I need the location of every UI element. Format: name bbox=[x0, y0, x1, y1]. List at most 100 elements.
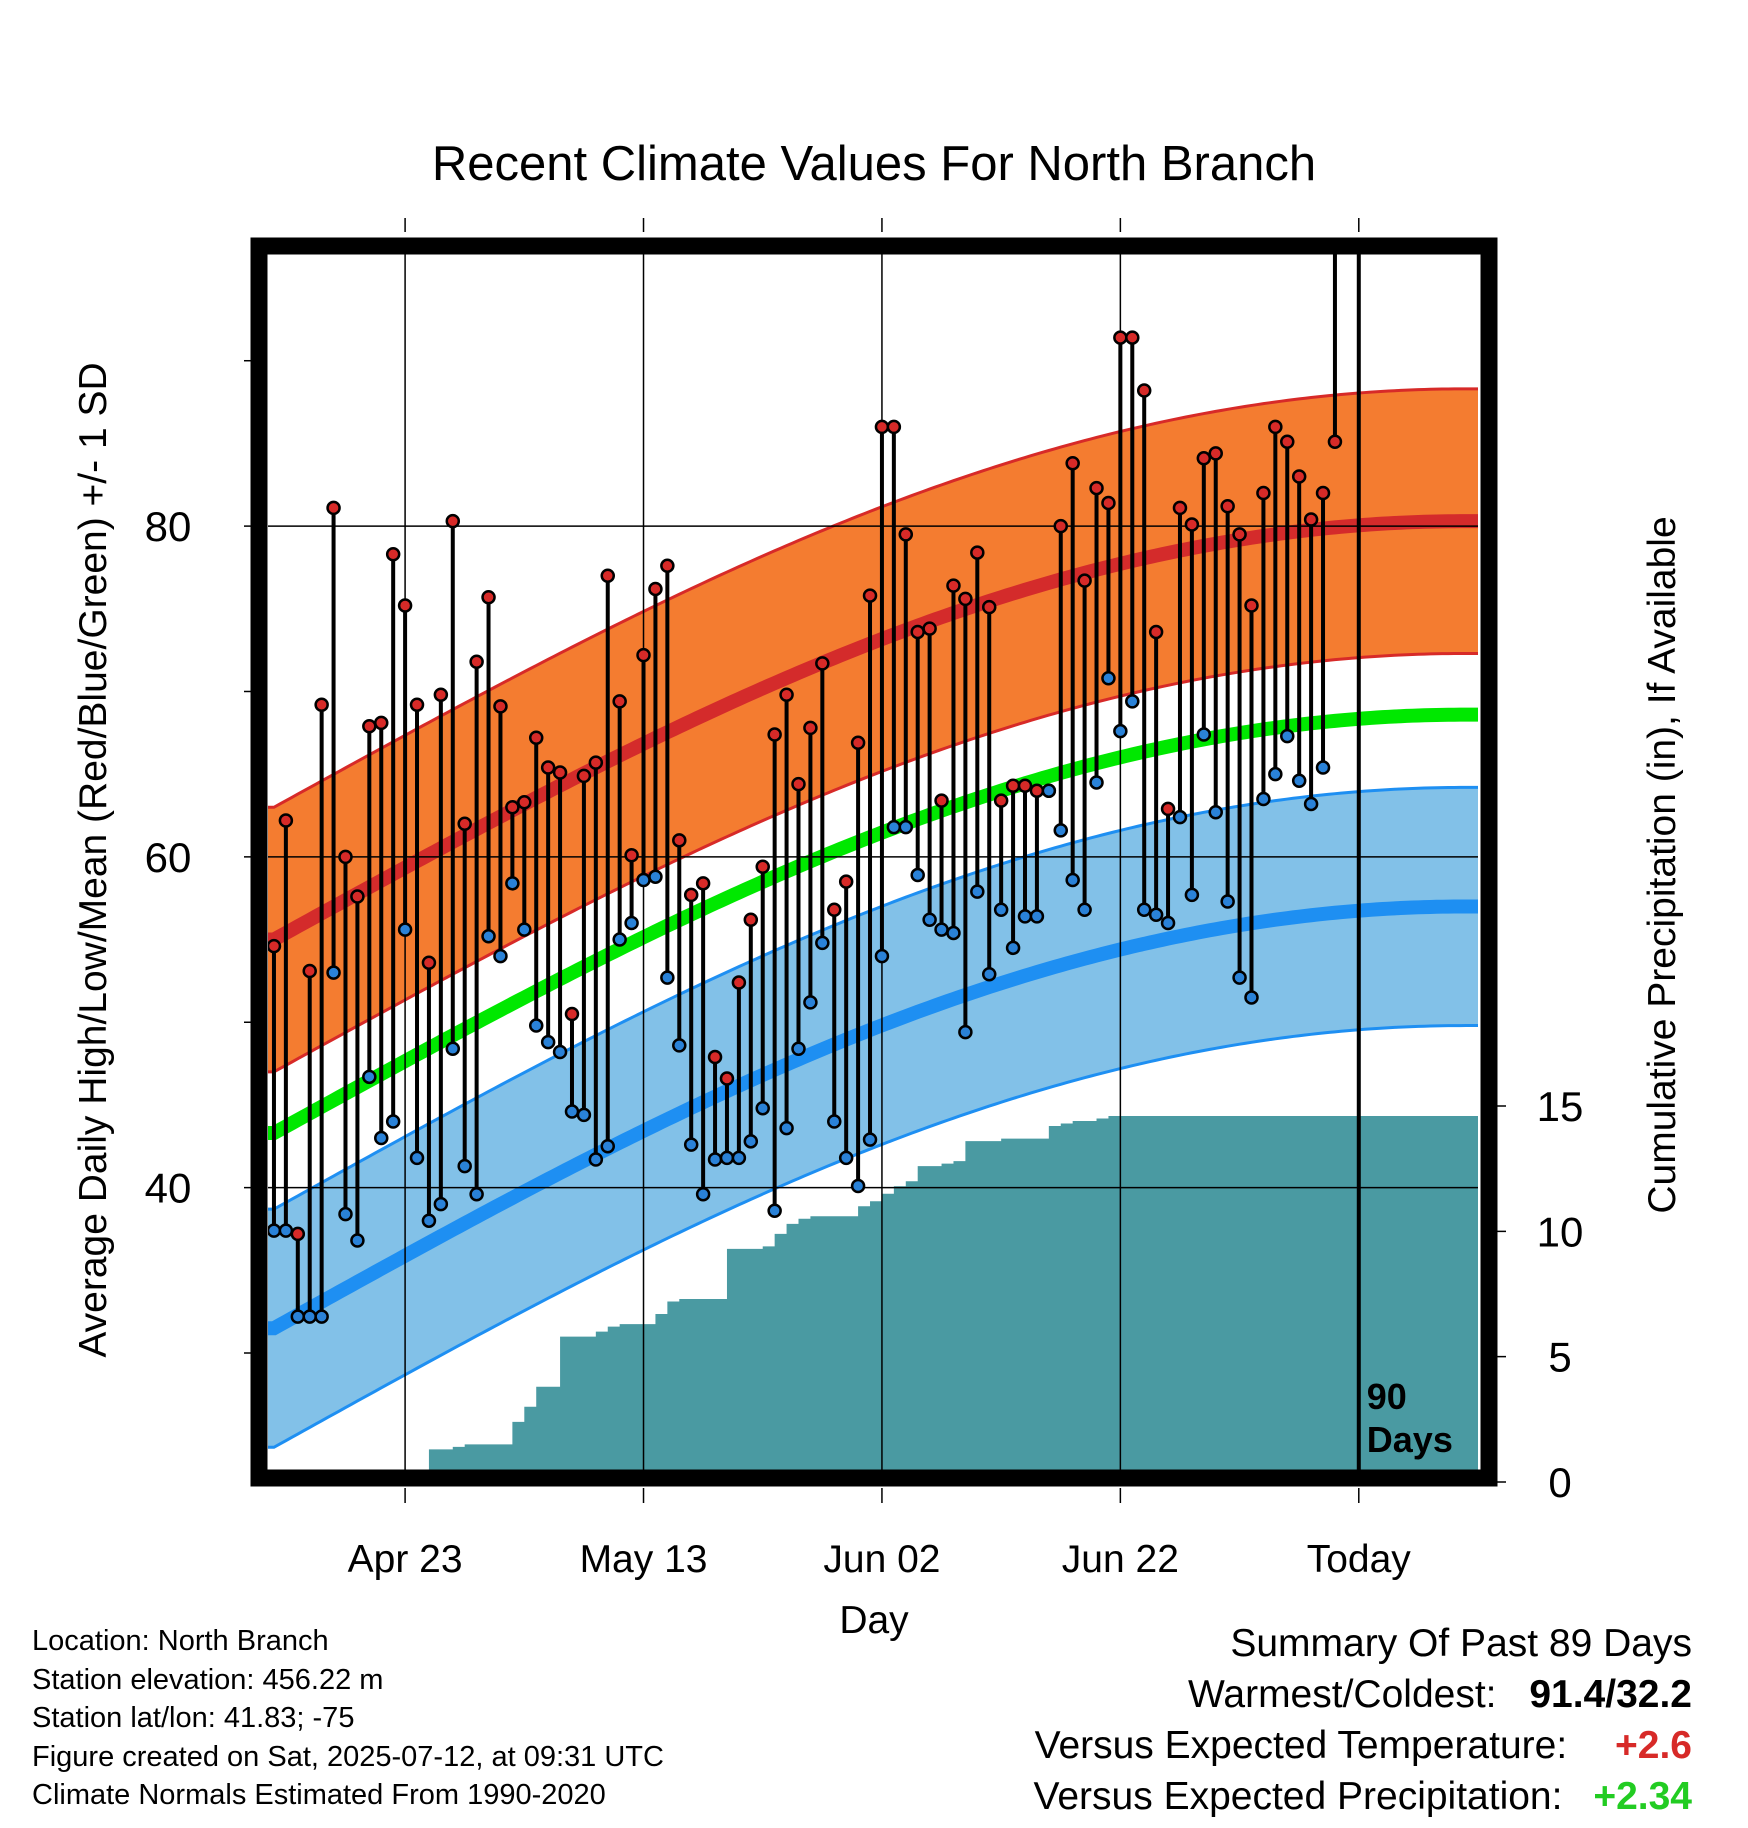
low-point bbox=[1256, 791, 1271, 807]
high-point bbox=[493, 699, 508, 714]
low-point bbox=[1208, 804, 1223, 820]
x-tick-label: Today bbox=[1307, 1538, 1412, 1581]
low-point bbox=[838, 1150, 854, 1166]
low-point bbox=[588, 1152, 604, 1167]
low-point bbox=[970, 884, 985, 899]
high-point bbox=[278, 813, 294, 828]
low-point bbox=[1041, 783, 1057, 798]
high-point bbox=[993, 793, 1009, 808]
high-point bbox=[803, 720, 818, 736]
low-point bbox=[1291, 773, 1307, 789]
high-point bbox=[1327, 434, 1343, 450]
low-point bbox=[683, 1137, 699, 1152]
low-point bbox=[1196, 727, 1212, 742]
plot-area: 90 Days bbox=[268, 240, 1478, 1482]
high-point bbox=[862, 588, 878, 603]
low-point bbox=[862, 1132, 878, 1147]
low-point bbox=[803, 995, 818, 1010]
high-point bbox=[1172, 500, 1188, 516]
high-point bbox=[433, 687, 449, 703]
low-point bbox=[350, 1233, 365, 1248]
high-point bbox=[1184, 517, 1200, 532]
high-point bbox=[838, 874, 854, 889]
low-point bbox=[743, 1134, 759, 1149]
low-point bbox=[409, 1150, 425, 1166]
low-point bbox=[278, 1223, 294, 1238]
high-point bbox=[350, 889, 365, 904]
normals-text: Climate Normals Estimated From 1990-2020 bbox=[32, 1779, 606, 1811]
high-point bbox=[922, 621, 937, 636]
high-point bbox=[1232, 527, 1247, 542]
high-point bbox=[576, 768, 592, 784]
low-point bbox=[827, 1114, 842, 1129]
low-point bbox=[767, 1203, 782, 1219]
low-point bbox=[1232, 970, 1247, 985]
low-point bbox=[374, 1130, 389, 1146]
high-point bbox=[850, 735, 866, 751]
high-point bbox=[1089, 480, 1104, 496]
y-left-tick-label: 80 bbox=[145, 503, 192, 550]
chart-title: Recent Climate Values For North Branch bbox=[432, 137, 1316, 191]
low-point bbox=[1113, 723, 1128, 739]
low-point bbox=[1160, 915, 1176, 931]
low-point bbox=[779, 1120, 794, 1136]
warm-cold-row: Warmest/Coldest: 91.4/32.2 bbox=[1034, 1669, 1692, 1720]
summary-panel: Summary Of Past 89 Days Warmest/Coldest:… bbox=[1034, 1618, 1693, 1822]
high-point bbox=[827, 902, 842, 918]
low-point bbox=[338, 1206, 353, 1222]
low-point bbox=[1184, 887, 1200, 903]
high-point bbox=[1136, 383, 1152, 398]
low-point bbox=[314, 1309, 329, 1324]
low-point bbox=[791, 1041, 806, 1056]
elevation-text: Station elevation: 456.22 m bbox=[32, 1663, 384, 1696]
high-point bbox=[648, 581, 663, 597]
today-days-label-line: Days bbox=[1367, 1419, 1453, 1460]
high-point bbox=[1256, 485, 1271, 501]
low-point bbox=[1148, 907, 1164, 922]
low-point bbox=[1053, 823, 1069, 838]
low-point bbox=[469, 1186, 484, 1202]
high-point bbox=[612, 694, 627, 709]
high-point bbox=[1005, 778, 1021, 794]
high-point bbox=[958, 591, 973, 607]
low-point bbox=[505, 876, 520, 891]
low-point bbox=[672, 1038, 687, 1053]
low-point bbox=[493, 948, 508, 964]
high-point bbox=[1125, 330, 1140, 345]
y-right-tick-label: 0 bbox=[1548, 1459, 1571, 1506]
high-point bbox=[731, 975, 747, 990]
low-point bbox=[1280, 728, 1295, 744]
low-point bbox=[755, 1100, 770, 1116]
low-point bbox=[552, 1044, 568, 1060]
high-point bbox=[707, 1049, 723, 1065]
low-point bbox=[600, 1139, 616, 1154]
temp-value: +2.6 bbox=[1615, 1724, 1692, 1767]
high-point bbox=[1208, 446, 1223, 461]
high-point bbox=[791, 776, 806, 792]
high-point bbox=[314, 697, 329, 712]
high-point bbox=[1268, 419, 1283, 435]
x-tick-label: Jun 22 bbox=[1062, 1538, 1179, 1581]
high-point bbox=[779, 687, 794, 703]
high-point bbox=[672, 833, 687, 848]
low-point bbox=[1065, 872, 1080, 888]
low-point bbox=[874, 948, 890, 964]
x-axis-label: Day bbox=[839, 1599, 909, 1642]
y-axis-right-label: Cumulative Precipitation (in), If Availa… bbox=[1641, 516, 1684, 1213]
low-point bbox=[517, 922, 532, 937]
low-point bbox=[660, 970, 675, 985]
low-point bbox=[731, 1150, 747, 1166]
high-point bbox=[934, 793, 949, 808]
high-sd-band bbox=[268, 388, 1478, 1072]
high-point bbox=[743, 912, 759, 927]
high-point bbox=[302, 963, 317, 979]
low-point bbox=[1220, 894, 1235, 909]
low-point bbox=[946, 925, 961, 941]
high-point bbox=[421, 955, 437, 970]
warm-cold-value: 91.4/32.2 bbox=[1529, 1673, 1692, 1716]
low-point bbox=[564, 1104, 580, 1119]
low-point bbox=[1315, 760, 1331, 775]
low-point bbox=[268, 1223, 282, 1238]
high-point bbox=[874, 419, 890, 435]
high-point bbox=[981, 599, 997, 615]
